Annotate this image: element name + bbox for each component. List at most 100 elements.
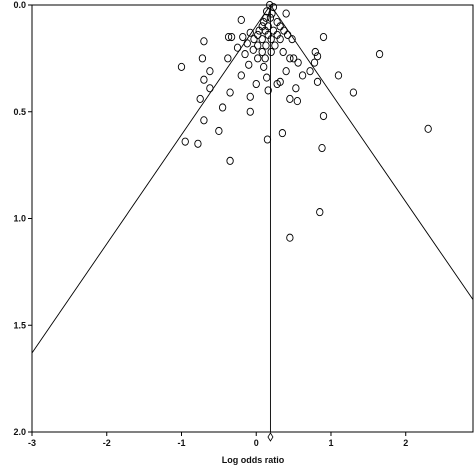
study-point xyxy=(254,41,262,50)
study-point xyxy=(268,9,276,18)
study-point xyxy=(261,54,269,63)
study-point xyxy=(269,3,278,12)
study-point xyxy=(424,124,432,133)
study-point xyxy=(288,35,296,44)
study-point xyxy=(206,84,214,93)
study-point xyxy=(313,52,322,61)
study-point xyxy=(237,15,245,24)
x-tick-label: 1 xyxy=(328,438,333,448)
y-tick-label: 1.5 xyxy=(13,320,26,330)
x-axis-label: Log odds ratio xyxy=(222,455,285,465)
x-tick-label: -1 xyxy=(177,438,185,448)
study-point xyxy=(278,129,287,138)
y-axis-ticks: 0.0 0.5 1.0 1.5 2.0 xyxy=(13,0,32,437)
study-point xyxy=(181,137,189,146)
study-point xyxy=(289,54,298,63)
study-point xyxy=(264,86,272,95)
study-point xyxy=(260,18,268,27)
study-point xyxy=(267,47,275,57)
study-point xyxy=(375,50,384,59)
study-point xyxy=(286,54,294,63)
x-tick-label: -3 xyxy=(28,438,36,448)
study-point xyxy=(262,13,270,22)
y-tick-label: 2.0 xyxy=(13,427,26,437)
study-point xyxy=(226,156,234,165)
study-point xyxy=(258,35,266,44)
x-tick-label: -2 xyxy=(103,438,111,448)
study-point xyxy=(249,45,257,54)
study-point xyxy=(246,92,254,101)
study-point xyxy=(233,43,242,52)
study-point xyxy=(215,126,223,136)
study-point xyxy=(241,50,249,59)
plot-frame xyxy=(31,4,474,433)
study-point xyxy=(283,30,292,39)
study-point xyxy=(273,79,281,89)
study-point xyxy=(280,26,288,35)
study-point xyxy=(311,47,319,57)
study-points xyxy=(177,0,432,242)
study-point xyxy=(276,22,284,31)
study-point xyxy=(227,32,236,42)
study-point xyxy=(200,37,208,46)
study-point xyxy=(286,94,294,103)
y-tick-label: 0.0 xyxy=(13,0,26,10)
study-point xyxy=(263,73,271,82)
study-point xyxy=(200,75,208,84)
study-point xyxy=(196,94,204,103)
study-point xyxy=(306,67,314,76)
y-tick-label: 0.5 xyxy=(13,107,26,117)
x-tick-label: 0 xyxy=(254,438,259,448)
study-point xyxy=(262,41,270,50)
study-point xyxy=(237,71,245,80)
study-point xyxy=(218,103,227,112)
study-point xyxy=(276,35,284,44)
study-point xyxy=(198,54,207,63)
study-point xyxy=(206,67,214,76)
study-point xyxy=(271,41,279,50)
study-point xyxy=(286,233,294,242)
study-point xyxy=(224,54,232,63)
study-point xyxy=(293,97,301,106)
study-point xyxy=(263,135,272,144)
study-point xyxy=(266,13,275,22)
study-point xyxy=(292,84,300,93)
x-axis-ticks: -3 -2 -1 0 1 2 xyxy=(28,432,408,448)
study-point xyxy=(319,111,328,121)
study-point xyxy=(246,28,254,37)
study-point xyxy=(177,62,186,71)
pooled-diamond xyxy=(267,432,274,442)
study-point xyxy=(254,30,262,39)
study-point xyxy=(319,32,328,42)
study-point xyxy=(243,39,251,48)
study-point xyxy=(294,58,302,67)
y-tick-label: 1.0 xyxy=(13,214,26,224)
study-point xyxy=(246,107,254,116)
study-point xyxy=(298,71,307,80)
study-point xyxy=(269,26,278,35)
study-point xyxy=(260,62,268,71)
pooled-estimate-marker xyxy=(267,432,274,442)
study-point xyxy=(263,7,271,16)
study-point xyxy=(334,71,343,80)
study-point xyxy=(318,143,326,153)
study-point xyxy=(252,79,260,89)
study-point xyxy=(226,88,234,97)
study-point xyxy=(282,67,290,76)
study-point xyxy=(254,54,262,63)
funnel-limit-left xyxy=(31,4,271,354)
study-point xyxy=(250,35,258,44)
funnel-lines xyxy=(31,4,474,432)
study-point xyxy=(349,88,358,97)
study-point xyxy=(282,9,290,18)
study-point xyxy=(313,77,322,86)
study-point xyxy=(200,116,208,125)
study-point xyxy=(279,47,287,57)
study-point xyxy=(310,58,319,67)
study-point xyxy=(258,47,266,57)
study-point xyxy=(194,139,202,148)
study-point xyxy=(245,60,253,69)
funnel-limit-right xyxy=(270,4,474,300)
x-tick-label: 2 xyxy=(403,438,408,448)
